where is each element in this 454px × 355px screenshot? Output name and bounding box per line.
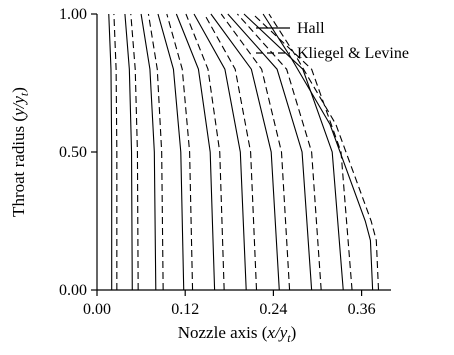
x-tick-label: 0.12	[171, 301, 199, 318]
series-line-kliegel-levine	[185, 13, 225, 291]
plot-lines	[108, 13, 380, 291]
legend: Hall Kliegel & Levine	[256, 20, 409, 62]
series-line-hall	[262, 13, 374, 291]
series-line-hall	[108, 13, 113, 290]
series-line-kliegel-levine	[130, 13, 139, 291]
series-line-kliegel-levine	[166, 13, 194, 291]
x-tick-label: 0.24	[259, 301, 287, 318]
series-line-hall	[243, 13, 344, 291]
x-axis-title: Nozzle axis (x/yt)	[178, 323, 297, 345]
series-line-hall	[157, 13, 185, 291]
series-line-kliegel-levine	[113, 13, 118, 290]
y-tick-label: 0.50	[59, 144, 87, 161]
series-line-kliegel-levine	[220, 13, 291, 291]
x-tick-label: 0.36	[348, 301, 376, 318]
y-axis-title: Throat radius (y/yt)	[9, 87, 31, 217]
axes	[91, 13, 391, 296]
legend-label-kliegel-levine: Kliegel & Levine	[297, 45, 409, 62]
y-tick-label: 1.00	[59, 6, 87, 23]
series-line-hall	[175, 13, 216, 291]
x-tick-label: 0.00	[83, 301, 111, 318]
series-line-kliegel-levine	[236, 13, 322, 291]
tick-labels: 0.00 0.12 0.24 0.36 0.00 0.50 1.00	[59, 6, 376, 318]
series-line-hall	[140, 13, 157, 291]
series-line-hall	[210, 13, 280, 291]
series-line-kliegel-levine	[203, 13, 258, 291]
series-line-hall	[227, 13, 313, 291]
series-line-hall	[124, 13, 133, 291]
series-line-kliegel-levine	[268, 13, 380, 291]
series-line-kliegel-levine	[252, 13, 353, 291]
series-line-hall	[193, 13, 247, 291]
legend-label-hall: Hall	[297, 20, 325, 37]
y-tick-label: 0.00	[59, 282, 87, 299]
series-line-kliegel-levine	[147, 13, 164, 291]
